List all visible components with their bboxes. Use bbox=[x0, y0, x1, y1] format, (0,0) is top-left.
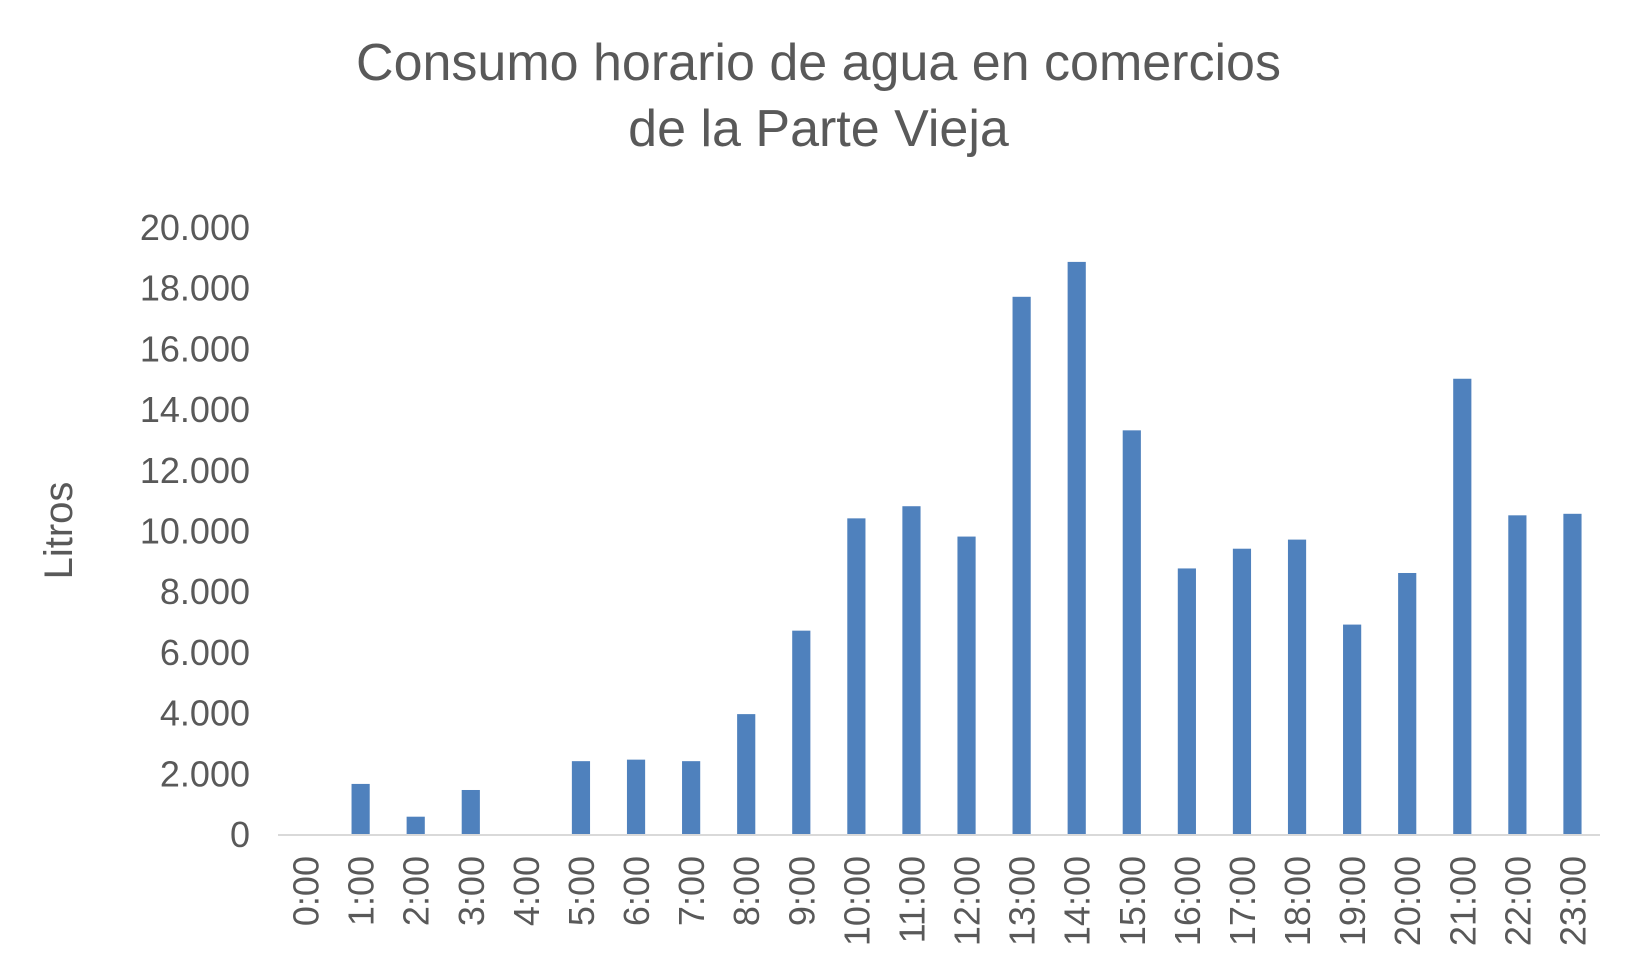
bar-12-00 bbox=[957, 536, 976, 834]
y-tick-label: 16.000 bbox=[140, 328, 250, 369]
chart-title: Consumo horario de agua en comercios de … bbox=[0, 30, 1637, 162]
bar-16-00 bbox=[1177, 568, 1196, 834]
x-tick-label: 4:00 bbox=[506, 856, 547, 926]
y-tick-label: 2.000 bbox=[160, 753, 250, 794]
y-tick-label: 18.000 bbox=[140, 268, 250, 309]
x-tick-label: 22:00 bbox=[1497, 856, 1538, 946]
x-tick-label: 1:00 bbox=[341, 856, 382, 926]
x-tick-label: 10:00 bbox=[836, 856, 877, 946]
x-tick-label: 19:00 bbox=[1332, 856, 1373, 946]
x-tick-label: 17:00 bbox=[1222, 856, 1263, 946]
x-tick-label: 3:00 bbox=[451, 856, 492, 926]
bar-19-00 bbox=[1343, 624, 1362, 834]
y-tick-label: 4.000 bbox=[160, 693, 250, 734]
bar-14-00 bbox=[1067, 261, 1086, 835]
x-tick-label: 6:00 bbox=[616, 856, 657, 926]
y-tick-label: 6.000 bbox=[160, 632, 250, 673]
x-tick-label: 20:00 bbox=[1387, 856, 1428, 946]
x-tick-label: 5:00 bbox=[561, 856, 602, 926]
x-tick-label: 18:00 bbox=[1277, 856, 1318, 946]
x-tick-label: 13:00 bbox=[1002, 856, 1043, 946]
bar-3-00 bbox=[461, 789, 480, 834]
chart-title-line-1: Consumo horario de agua en comercios bbox=[356, 34, 1281, 92]
y-tick-label: 12.000 bbox=[140, 450, 250, 491]
bar-9-00 bbox=[792, 630, 811, 834]
x-tick-label: 16:00 bbox=[1167, 856, 1208, 946]
chart-title-line-2: de la Parte Vieja bbox=[628, 100, 1009, 158]
bar-2-00 bbox=[406, 816, 425, 834]
y-tick-label: 0 bbox=[230, 814, 250, 855]
bar-11-00 bbox=[902, 506, 921, 834]
bar-1-00 bbox=[351, 783, 370, 834]
bar-5-00 bbox=[571, 761, 591, 834]
bar-21-00 bbox=[1453, 378, 1472, 834]
bar-20-00 bbox=[1398, 572, 1417, 834]
x-tick-label: 11:00 bbox=[891, 856, 932, 943]
bar-6-00 bbox=[626, 759, 646, 834]
y-tick-label: 8.000 bbox=[160, 571, 250, 612]
bar-8-00 bbox=[737, 714, 756, 834]
bar-15-00 bbox=[1122, 430, 1141, 834]
x-tick-label: 23:00 bbox=[1552, 856, 1593, 946]
y-tick-label: 20.000 bbox=[140, 207, 250, 248]
x-tick-label: 14:00 bbox=[1057, 856, 1098, 946]
x-tick-label: 12:00 bbox=[947, 856, 988, 946]
x-tick-label: 9:00 bbox=[781, 856, 822, 926]
x-tick-label: 0:00 bbox=[286, 856, 327, 926]
x-tick-label: 7:00 bbox=[671, 856, 712, 926]
bar-23-00 bbox=[1563, 513, 1582, 834]
y-axis-ticks: 0 2.000 4.000 6.000 8.000 10.000 12.000 14.000 1… bbox=[140, 207, 250, 855]
x-tick-label: 15:00 bbox=[1112, 856, 1153, 946]
x-tick-label: 21:00 bbox=[1442, 856, 1483, 946]
x-tick-label: 2:00 bbox=[396, 856, 437, 926]
x-tick-label: 8:00 bbox=[726, 856, 767, 926]
bar-18-00 bbox=[1287, 539, 1307, 834]
bar-17-00 bbox=[1232, 548, 1252, 834]
y-axis-title: Litros bbox=[37, 482, 81, 580]
bar-7-00 bbox=[682, 761, 701, 834]
bars bbox=[351, 261, 1582, 835]
bar-22-00 bbox=[1508, 515, 1527, 834]
bar-10-00 bbox=[847, 518, 866, 834]
y-tick-label: 10.000 bbox=[140, 511, 250, 552]
bar-13-00 bbox=[1012, 296, 1031, 834]
x-axis-ticks: 0:00 1:00 2:00 3:00 4:00 5:00 6:00 7:00 8:00 9:00… bbox=[286, 856, 1594, 946]
y-tick-label: 14.000 bbox=[140, 389, 250, 430]
